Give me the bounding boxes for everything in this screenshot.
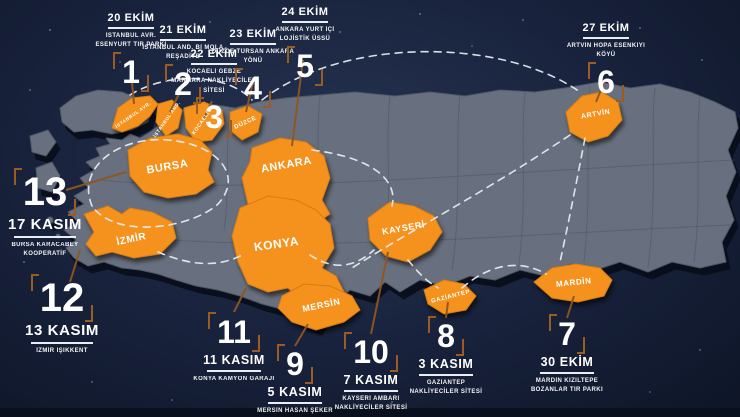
stop-callout-6: 27 EKİM ARTVİN HOPA ESENKIYI KÖYÜ 6 <box>556 22 656 102</box>
province-shape-kocaeli <box>183 101 225 143</box>
stop-callout-5: 24 EKİM ANKARA YURT İÇİ LOJİSTİK ÜSSÜ 5 <box>255 6 355 86</box>
province-shape-istanbul-and <box>155 99 183 137</box>
stop-number: 8 <box>428 316 464 356</box>
leader-lines <box>65 59 606 347</box>
stop-callout-10: 10 7 KASIM KAYSERİ AMBARI NAKLİYECİLER S… <box>321 332 421 414</box>
stop-number: 13 <box>13 168 77 216</box>
stop-date: 24 EKİM <box>281 6 329 18</box>
stop-callout-11: 11 11 KASIM KONYA KAMYON GARAJI <box>184 312 284 384</box>
stop-callout-9: 9 5 KASIM MERSİN HASAN ŞEKER TIR GARAJI <box>245 344 345 417</box>
stop-venue: MERSİN HASAN ŞEKER TIR GARAJI <box>257 408 333 414</box>
stop-callout-4: 23 EKİM DÜZCE TÜRSAN ANKARA YÖNÜ 4 <box>203 28 303 108</box>
stop-venue: MARDİN KIZILTEPE BOZANLAR TIR PARKI <box>530 378 604 394</box>
province-shape-gaziantep <box>423 279 477 315</box>
date-underline <box>108 27 154 29</box>
stop-callout-13: 13 17 KASIM BURSA KARACABEY KOOPERATİF <box>0 168 95 260</box>
route-dashed-lines <box>87 50 586 289</box>
stop-number: 12 <box>30 274 94 322</box>
province-label-konya: KONYA <box>253 234 300 254</box>
stop-date: 5 KASIM <box>267 385 323 399</box>
stop-venue: DÜZCE TÜRSAN ANKARA YÖNÜ <box>211 49 295 65</box>
stop-number: 11 <box>208 312 260 352</box>
date-underline <box>207 370 261 372</box>
date-underline <box>344 390 398 392</box>
stop-venue: KOCAELİ GEBZE MARMARA NAKLİYECİLER SİTES… <box>171 69 257 94</box>
province-shape-mardin <box>533 263 613 303</box>
date-underline <box>191 63 237 65</box>
stop-date: 20 EKİM <box>107 12 155 24</box>
stop-number: 3 <box>196 96 232 137</box>
stop-date: 21 EKİM <box>159 24 207 36</box>
stop-number: 4 <box>235 67 271 108</box>
date-underline <box>419 374 473 376</box>
stop-date: 27 EKİM <box>582 22 630 34</box>
date-underline <box>230 43 276 45</box>
bottom-dark-strip <box>0 408 740 417</box>
date-underline <box>268 402 322 404</box>
stop-date: 3 KASIM <box>418 357 474 371</box>
stop-number: 10 <box>344 332 398 372</box>
stop-callout-12: 12 13 KASIM İZMİR IŞIKKENT <box>12 274 112 356</box>
date-underline <box>583 37 629 39</box>
stop-date: 22 EKİM <box>190 48 238 60</box>
province-shape-artvin <box>565 91 623 143</box>
stop-callout-1: 20 EKİM İSTANBUL AVR. ESENYURT TIR PARKI… <box>81 12 181 92</box>
province-shape-mersin <box>277 283 361 331</box>
province-label-mardin: MARDİN <box>556 276 592 289</box>
stop-date: 7 KASIM <box>343 373 399 387</box>
stop-callout-2: 21 EKİM İSTANBUL AND. Bİ MOLA REŞADİYE 2 <box>133 24 233 104</box>
stop-date: 23 EKİM <box>229 28 277 40</box>
stop-venue: İSTANBUL AVR. ESENYURT TIR PARKI <box>95 33 167 49</box>
stop-number: 7 <box>549 314 585 354</box>
stop-number: 6 <box>588 61 624 102</box>
province-shape-bursa <box>127 133 215 199</box>
stop-venue: GAZİANTEP NAKLİYECİLER SİTESİ <box>409 380 483 396</box>
stop-callout-8: 8 3 KASIM GAZİANTEP NAKLİYECİLER SİTESİ <box>396 316 496 398</box>
stop-date: 11 KASIM <box>203 353 265 367</box>
stop-date: 13 KASIM <box>25 322 99 339</box>
stop-venue: ARTVİN HOPA ESENKIYI KÖYÜ <box>566 43 646 59</box>
west-islands <box>29 129 61 193</box>
stop-number: 9 <box>277 344 313 384</box>
stop-callout-7: 7 30 EKİM MARDİN KIZILTEPE BOZANLAR TIR … <box>517 314 617 396</box>
date-underline <box>540 372 594 374</box>
date-underline <box>282 21 328 23</box>
stop-venue: ANKARA YURT İÇİ LOJİSTİK ÜSSÜ <box>275 27 335 43</box>
stop-callout-3: 22 EKİM KOCAELİ GEBZE MARMARA NAKLİYECİL… <box>164 48 264 137</box>
stop-date: 17 KASIM <box>8 216 82 233</box>
aegean-island <box>46 216 54 224</box>
stop-number: 1 <box>113 51 149 92</box>
stop-venue: BURSA KARACABEY KOOPERATİF <box>11 242 79 258</box>
date-underline <box>160 39 206 41</box>
stop-number: 5 <box>287 45 323 86</box>
stop-venue: İSTANBUL AND. Bİ MOLA REŞADİYE <box>142 45 224 61</box>
stop-venue: KAYSERİ AMBARI NAKLİYECİLER SİTESİ <box>334 396 408 412</box>
stop-venue: KONYA KAMYON GARAJI <box>193 376 275 382</box>
stop-date: 30 EKİM <box>540 355 594 369</box>
date-underline <box>31 342 93 344</box>
date-underline <box>14 236 76 238</box>
stop-venue: İZMİR IŞIKKENT <box>36 348 88 354</box>
